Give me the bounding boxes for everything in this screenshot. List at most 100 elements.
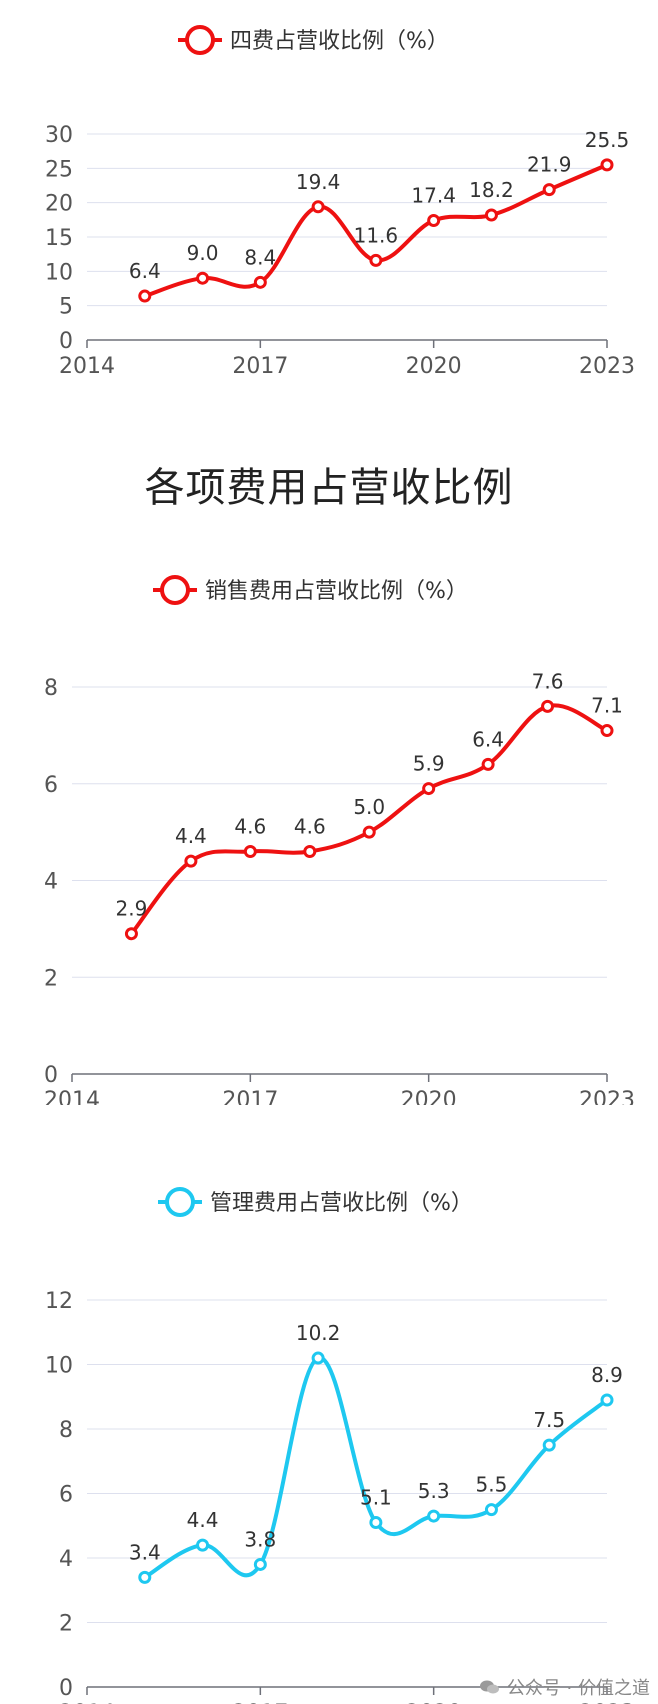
data-label: 19.4: [296, 170, 341, 194]
data-point: [303, 844, 317, 858]
data-point: [196, 271, 210, 285]
legend-label: 销售费用占营收比例（%）: [205, 579, 468, 604]
legend-marker: [165, 1187, 195, 1217]
watermark: 公众号 · 价值之道: [479, 1674, 650, 1700]
y-tick-label: 4: [59, 1547, 73, 1572]
data-point: [481, 757, 495, 771]
legend-marker: [185, 25, 215, 55]
legend: 销售费用占营收比例（%）: [153, 575, 468, 605]
data-label: 4.6: [234, 814, 266, 838]
data-label: 5.3: [418, 1479, 450, 1503]
x-tick-label: 2023: [579, 1701, 635, 1704]
data-label: 18.2: [469, 178, 514, 202]
data-point: [369, 253, 383, 267]
sales-expense-ratio-svg: 销售费用占营收比例（%） 0 2 4 6 8 2014 2017 2020 2023 2.9 4.4 4…: [44, 575, 635, 1105]
data-label: 11.6: [354, 223, 399, 247]
total-expense-ratio-chart: 四费占营收比例（%） 0 5 10 15 20 25 30 2014 2017 2020 2023 6.…: [0, 0, 658, 400]
data-point: [541, 699, 555, 713]
x-tick-label: 2014: [44, 1088, 100, 1105]
x-tick-label: 2014: [59, 354, 115, 379]
wechat-icon: [479, 1680, 499, 1694]
series-line: [142, 1356, 609, 1580]
data-label: 7.6: [532, 669, 564, 693]
data-label: 5.5: [476, 1473, 508, 1497]
y-tick-label: 10: [45, 260, 73, 285]
legend-label: 管理费用占营收比例（%）: [210, 1191, 473, 1216]
data-point: [253, 1557, 267, 1571]
data-label: 8.9: [591, 1363, 623, 1387]
x-tick-label: 2020: [406, 354, 462, 379]
admin-expense-ratio-chart: 管理费用占营收比例（%） 0 2 4 6 8 10 12 2014 2017 2020 2023 3.4…: [0, 1135, 658, 1704]
data-label: 2.9: [116, 897, 148, 921]
y-tick-label: 0: [44, 1063, 58, 1088]
legend: 四费占营收比例（%）: [178, 25, 449, 55]
page-title: 各项费用占营收比例: [144, 465, 514, 511]
data-point: [311, 200, 325, 214]
data-label: 4.4: [175, 824, 207, 848]
y-tick-label: 10: [45, 1354, 73, 1379]
data-point: [427, 214, 441, 228]
y-tick-label: 30: [45, 123, 73, 148]
data-label: 4.6: [294, 814, 326, 838]
data-label: 10.2: [296, 1321, 341, 1345]
legend-label: 四费占营收比例（%）: [230, 29, 449, 54]
admin-expense-ratio-svg: 管理费用占营收比例（%） 0 2 4 6 8 10 12 2014 2017 2020 2023 3.4…: [45, 1187, 635, 1704]
data-label: 7.5: [533, 1408, 565, 1432]
data-point: [427, 1509, 441, 1523]
data-point: [243, 844, 257, 858]
data-label: 6.4: [129, 259, 161, 283]
y-tick-label: 6: [59, 1483, 73, 1508]
data-label: 17.4: [411, 184, 456, 208]
y-tick-label: 2: [59, 1612, 73, 1637]
data-label: 5.9: [413, 752, 445, 776]
x-tick-label: 2017: [232, 1701, 288, 1704]
data-label: 6.4: [472, 727, 504, 751]
data-label: 5.1: [360, 1486, 392, 1510]
data-label: 3.4: [129, 1540, 161, 1564]
data-point: [369, 1516, 383, 1530]
series-line: [129, 703, 609, 936]
x-tick-label: 2017: [232, 354, 288, 379]
x-tick-label: 2017: [222, 1088, 278, 1105]
data-point: [311, 1351, 325, 1365]
data-label: 3.8: [244, 1527, 276, 1551]
data-point: [362, 825, 376, 839]
data-point: [542, 1438, 556, 1452]
data-label: 25.5: [585, 128, 630, 152]
data-point: [484, 1503, 498, 1517]
data-point: [422, 782, 436, 796]
data-label: 5.0: [353, 795, 385, 819]
y-tick-label: 12: [45, 1289, 73, 1314]
y-tick-label: 25: [45, 157, 73, 182]
legend: 管理费用占营收比例（%）: [158, 1187, 473, 1217]
data-label: 4.4: [187, 1508, 219, 1532]
data-point: [138, 1570, 152, 1584]
y-tick-label: 15: [45, 226, 73, 251]
total-expense-ratio-svg: 四费占营收比例（%） 0 5 10 15 20 25 30 2014 2017 2020 2023 6.…: [45, 25, 635, 379]
data-label: 9.0: [187, 241, 219, 265]
data-point: [484, 208, 498, 222]
y-tick-label: 0: [59, 329, 73, 354]
y-tick-label: 2: [44, 966, 58, 991]
x-tick-label: 2014: [59, 1701, 115, 1704]
data-point: [542, 183, 556, 197]
data-point: [124, 927, 138, 941]
x-tick-label: 2020: [401, 1088, 457, 1105]
data-point: [196, 1538, 210, 1552]
data-label: 7.1: [591, 694, 623, 718]
y-tick-label: 8: [59, 1418, 73, 1443]
data-point: [600, 724, 614, 738]
watermark-label: 公众号 · 价值之道: [506, 1678, 650, 1699]
sales-expense-ratio-chart: 销售费用占营收比例（%） 0 2 4 6 8 2014 2017 2020 2023 2.9 4.4 4…: [0, 545, 658, 1105]
y-tick-label: 20: [45, 192, 73, 217]
data-label: 8.4: [244, 245, 276, 269]
y-tick-label: 4: [44, 870, 58, 895]
x-tick-label: 2020: [406, 1701, 462, 1704]
data-point: [138, 289, 152, 303]
x-tick-label: 2023: [579, 1088, 635, 1105]
y-tick-label: 6: [44, 773, 58, 798]
data-point: [600, 1393, 614, 1407]
y-tick-label: 8: [44, 676, 58, 701]
y-tick-label: 5: [59, 295, 73, 320]
y-tick-label: 0: [59, 1676, 73, 1701]
